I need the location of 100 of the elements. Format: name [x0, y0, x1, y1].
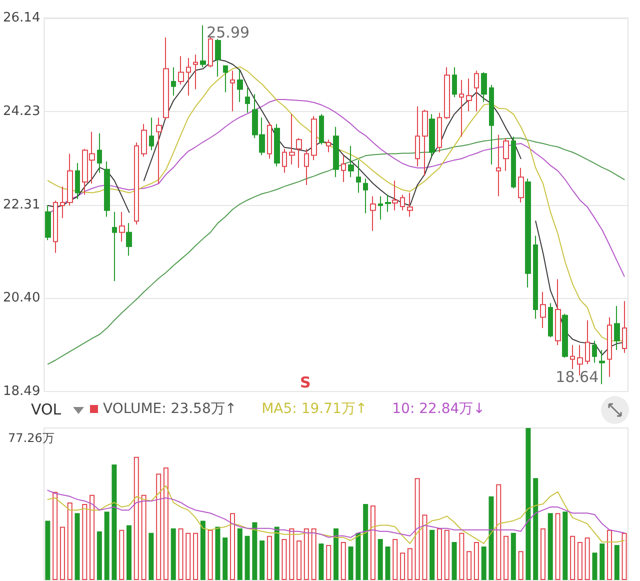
- bar: [378, 538, 383, 580]
- bar: [348, 546, 354, 580]
- candlestick: [415, 106, 420, 167]
- candlestick: [400, 194, 405, 211]
- candlestick: [570, 344, 575, 370]
- candlestick: [223, 65, 228, 93]
- y-tick-label: 24.23: [3, 104, 40, 119]
- candlestick: [407, 192, 413, 218]
- candlestick: [392, 180, 398, 211]
- candlestick: [348, 145, 354, 178]
- candlestick: [97, 132, 102, 174]
- y-tick-label: 18.49: [3, 384, 40, 399]
- candlestick: [67, 153, 73, 206]
- bar: [230, 513, 236, 580]
- bar: [518, 551, 524, 580]
- candlestick: [459, 80, 464, 138]
- candlestick: [296, 138, 302, 168]
- candlestick: [503, 138, 509, 172]
- bar: [260, 540, 265, 580]
- bar: [193, 532, 198, 580]
- bar: [577, 542, 582, 580]
- candlestick: [474, 70, 479, 112]
- candlestick: [178, 56, 184, 85]
- annotation: 18.64: [556, 368, 599, 386]
- candlestick: [326, 139, 331, 153]
- candlestick: [304, 148, 309, 186]
- candlestick: [186, 58, 191, 96]
- y-tick-label: 26.14: [3, 10, 40, 26]
- bar: [90, 494, 95, 580]
- bar: [504, 536, 509, 580]
- bar: [252, 522, 258, 580]
- y-tick-label: 20.40: [3, 290, 40, 306]
- bar: [104, 512, 110, 580]
- candlestick: [53, 200, 58, 254]
- candlestick: [585, 320, 590, 365]
- candlestick: [208, 37, 213, 68]
- bar: [45, 520, 50, 580]
- text: VOL: [31, 400, 62, 418]
- candlestick: [540, 291, 546, 329]
- candlestick: [444, 66, 450, 120]
- bar: [311, 528, 316, 580]
- candlestick: [341, 154, 346, 183]
- candlestick: [533, 235, 538, 320]
- bar: [356, 532, 361, 580]
- candlestick: [75, 162, 80, 200]
- y-tick-label: 22.31: [3, 197, 40, 212]
- candlestick: [333, 126, 339, 178]
- candlestick: [592, 340, 597, 364]
- candlestick: [599, 350, 605, 385]
- bar: [274, 526, 280, 580]
- bar: [156, 474, 162, 580]
- line-series: [47, 138, 625, 365]
- candlestick: [171, 66, 176, 96]
- bar: [459, 532, 464, 580]
- bar: [414, 478, 420, 580]
- bar: [74, 513, 80, 580]
- bar: [496, 484, 502, 580]
- candlestick: [555, 278, 561, 346]
- bar: [96, 531, 102, 580]
- candlestick: [60, 186, 65, 219]
- candlestick: [518, 167, 524, 204]
- bar: [244, 536, 250, 580]
- bar: [370, 506, 376, 580]
- candlestick: [622, 300, 627, 354]
- candlestick: [245, 87, 250, 114]
- candlestick: [481, 72, 487, 102]
- bar: [363, 504, 368, 580]
- candlestick: [156, 117, 162, 184]
- bar: [400, 552, 406, 580]
- candlestick: [119, 211, 125, 242]
- candlestick: [112, 211, 117, 282]
- bar: [222, 537, 228, 580]
- bar: [526, 428, 531, 580]
- candlestick: [311, 116, 317, 161]
- bar: [592, 552, 598, 580]
- bar: [444, 530, 450, 580]
- annotation: 77.26万: [8, 431, 54, 445]
- bar: [466, 551, 472, 580]
- candlestick: [422, 109, 428, 176]
- bar: [600, 544, 605, 580]
- candlestick: [230, 70, 235, 112]
- bar: [334, 528, 338, 580]
- bar: [326, 545, 332, 580]
- bar: [614, 545, 620, 580]
- candlestick: [452, 66, 457, 98]
- candlestick: [496, 134, 501, 197]
- bar: [266, 536, 272, 580]
- bar: [318, 544, 324, 580]
- bar: [407, 548, 412, 580]
- bar: [141, 494, 146, 580]
- bar: [555, 513, 560, 580]
- candlestick: [607, 316, 612, 378]
- candlestick: [237, 68, 243, 102]
- bar: [200, 520, 206, 580]
- bar: [392, 538, 398, 580]
- text: 10: 22.84万↓: [392, 401, 485, 417]
- bar: [296, 540, 302, 580]
- bar: [126, 525, 132, 580]
- candlestick: [267, 122, 272, 160]
- bar: [82, 504, 88, 580]
